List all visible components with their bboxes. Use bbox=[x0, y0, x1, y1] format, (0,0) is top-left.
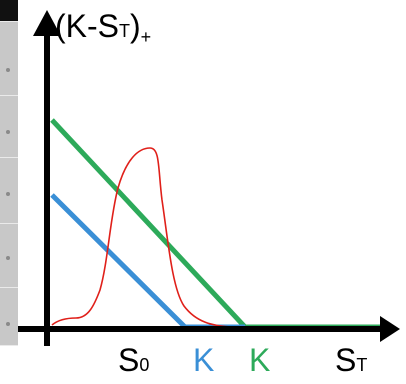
strip-cell bbox=[0, 288, 18, 346]
strip-cell bbox=[0, 224, 18, 288]
x-axis-label: ST bbox=[335, 344, 367, 376]
s0-label: S0 bbox=[118, 344, 149, 376]
left-thumbnail-strip bbox=[0, 0, 18, 346]
y-axis-label-sub: T bbox=[119, 21, 130, 41]
strip-dot bbox=[6, 68, 10, 72]
x-axis-label-main: S bbox=[335, 342, 357, 378]
y-axis-label-plus: + bbox=[140, 27, 152, 47]
y-axis-label-close: ) bbox=[130, 8, 141, 44]
s0-label-main: S bbox=[118, 342, 140, 378]
x-axis-arrowhead bbox=[380, 316, 400, 342]
strip-dot bbox=[6, 322, 10, 326]
x-axis-label-sub: T bbox=[356, 355, 368, 375]
strip-dot bbox=[6, 256, 10, 260]
strip-cell bbox=[0, 22, 18, 96]
strip-cell bbox=[0, 96, 18, 158]
k-green-label: K bbox=[249, 342, 271, 378]
strip-cell bbox=[0, 0, 18, 22]
payoff-line-blue bbox=[50, 193, 245, 330]
s0-label-sub: 0 bbox=[139, 355, 150, 375]
y-axis-label: (K-ST)+ bbox=[55, 8, 151, 46]
payoff-line-green bbox=[50, 118, 382, 330]
k-blue-label: K bbox=[193, 342, 215, 378]
strip-cell bbox=[0, 158, 18, 224]
y-axis-label-main: (K-S bbox=[55, 8, 119, 44]
strip-dot bbox=[6, 192, 10, 196]
strip-dot bbox=[6, 130, 10, 134]
density-curve bbox=[51, 147, 233, 328]
y-axis-arrowhead bbox=[33, 10, 61, 36]
